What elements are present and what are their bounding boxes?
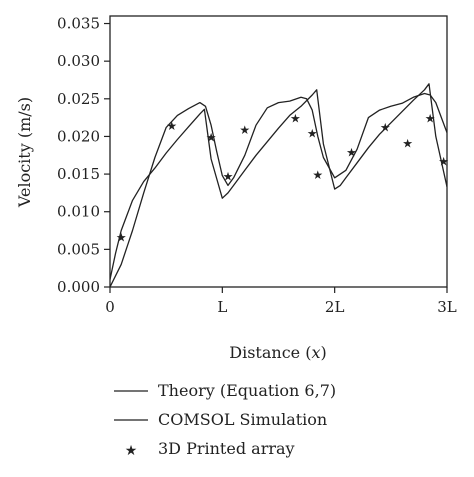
x-tick-label: 2L — [325, 298, 345, 316]
x-tick-label: 3L — [437, 298, 457, 316]
data-point-star: ★ — [425, 112, 436, 126]
y-tick-label: 0.010 — [57, 203, 100, 221]
y-tick-label: 0.020 — [57, 127, 100, 145]
marker-layer: ★ ★ ★ ★ ★ ★ ★ ★ ★ ★ ★ ★ ★ — [116, 112, 449, 245]
x-tick-label: 0 — [105, 298, 115, 316]
data-point-star: ★ — [380, 121, 391, 135]
x-axis-title-suffix: ) — [320, 343, 326, 362]
data-point-star: ★ — [166, 119, 177, 133]
data-point-star: ★ — [116, 231, 127, 245]
series-line-1 — [110, 92, 447, 287]
y-tick-label: 0.000 — [57, 278, 100, 296]
legend-item-theory: Theory (Equation 6,7) — [114, 381, 336, 400]
x-tick-label: L — [217, 298, 227, 316]
legend-item-comsol: COMSOL Simulation — [114, 410, 327, 429]
x-axis-ticks: 0 L 2L 3L — [105, 287, 457, 316]
data-point-star: ★ — [307, 127, 318, 141]
data-point-star: ★ — [346, 146, 357, 160]
y-axis-title: Velocity (m/s) — [15, 97, 34, 208]
x-axis-title-prefix: Distance ( — [229, 343, 311, 362]
data-point-star: ★ — [402, 136, 413, 150]
x-axis-title-variable: x — [311, 343, 320, 362]
plot-frame — [109, 15, 448, 288]
data-point-star: ★ — [206, 130, 217, 144]
legend-item-printed: ★ 3D Printed array — [125, 439, 295, 459]
y-tick-label: 0.005 — [57, 240, 100, 258]
y-tick-label: 0.035 — [57, 15, 100, 33]
y-tick-label: 0.030 — [57, 52, 100, 70]
legend-label-printed: 3D Printed array — [158, 439, 295, 458]
legend-star-marker: ★ — [125, 443, 138, 459]
series-line-0 — [110, 83, 447, 280]
y-tick-label: 0.025 — [57, 90, 100, 108]
data-point-star: ★ — [290, 112, 301, 126]
data-point-star: ★ — [239, 123, 250, 137]
legend: Theory (Equation 6,7) COMSOL Simulation … — [114, 381, 336, 459]
y-tick-label: 0.015 — [57, 165, 100, 183]
y-axis-ticks: 0.000 0.005 0.010 0.015 0.020 0.025 0.030 0.035 — [57, 15, 110, 296]
legend-label-theory: Theory (Equation 6,7) — [158, 381, 336, 400]
data-point-star: ★ — [438, 155, 449, 169]
x-axis-title: Distance (x) — [229, 343, 326, 362]
data-point-star: ★ — [223, 170, 234, 184]
series-layer — [110, 83, 447, 287]
legend-label-comsol: COMSOL Simulation — [158, 410, 327, 429]
data-point-star: ★ — [312, 168, 323, 182]
